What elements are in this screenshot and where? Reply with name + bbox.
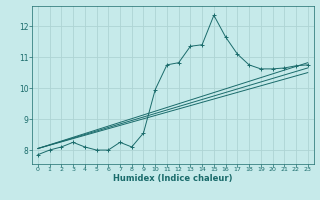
X-axis label: Humidex (Indice chaleur): Humidex (Indice chaleur) [113, 174, 233, 183]
